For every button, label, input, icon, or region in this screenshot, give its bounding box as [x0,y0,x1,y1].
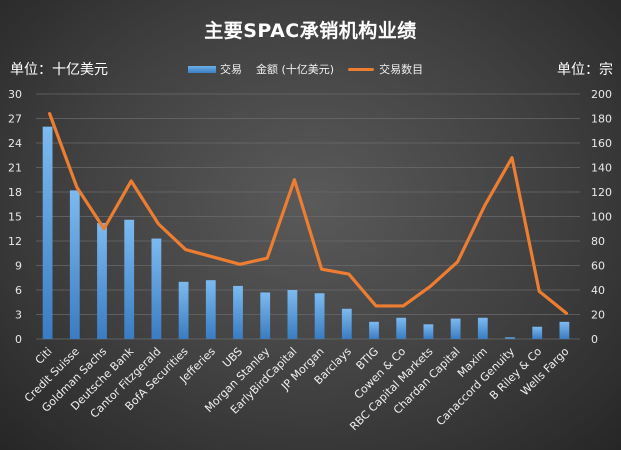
bar [423,324,434,339]
bar [287,290,298,339]
legend-bar-swatch [188,65,216,73]
left-tick-label: 0 [15,333,22,346]
bar [233,285,243,339]
left-tick-label: 30 [8,88,22,101]
deal-count-line [47,111,569,315]
right-tick-label: 140 [591,162,612,175]
bar [97,223,107,339]
bar [477,317,488,339]
right-tick-label: 20 [591,309,605,322]
left-tick-label: 6 [15,284,22,297]
bar [205,280,216,339]
right-tick-label: 160 [591,137,612,150]
right-axis-unit: 单位：宗 [557,62,613,78]
left-tick-label: 24 [8,137,22,150]
gridlines [36,93,580,340]
right-tick-label: 100 [591,211,612,224]
x-tick-label: Citi [33,345,55,367]
bar [42,126,53,340]
left-tick-label: 27 [8,113,22,126]
line-series [47,111,569,315]
left-tick-label: 3 [15,309,22,322]
chart-legend: 交易 金额 (十亿美元) 交易数目 [188,61,423,77]
legend-bar-label-2: 金额 (十亿美元) [256,63,335,76]
left-tick-label: 21 [8,162,22,175]
left-tick-label: 12 [8,235,22,248]
bar [450,318,461,339]
bar [69,190,80,339]
left-axis-ticks: 0 3 6 9 12 15 18 21 24 27 30 [8,88,22,346]
legend-line-label: 交易数目 [379,63,424,76]
left-tick-label: 18 [8,186,22,199]
left-tick-label: 15 [8,211,22,224]
bar [505,337,515,339]
right-tick-label: 120 [591,186,612,199]
right-axis-ticks: 0 20 40 60 80 100 120 140 160 180 200 [591,88,612,346]
bar [260,292,271,339]
right-tick-label: 180 [591,113,612,126]
bar [314,293,325,339]
chart-title: 主要SPAC承销机构业绩 [204,20,417,42]
left-axis-unit: 单位：十亿美元 [10,62,108,78]
right-tick-label: 80 [591,235,605,248]
bar [151,238,162,339]
legend-bar-item: 交易 金额 (十亿美元) [188,61,334,77]
bar [369,321,379,339]
right-tick-label: 60 [591,260,605,273]
bar [341,308,352,339]
right-tick-label: 40 [591,284,605,297]
bar [532,326,543,339]
bar [396,317,407,339]
right-tick-label: 0 [591,333,598,346]
left-tick-label: 9 [15,260,22,273]
legend-bar-label-1: 交易 [220,63,242,76]
right-tick-label: 200 [591,88,612,101]
bar-series [42,126,570,340]
legend-line-item: 交易数目 [348,61,423,77]
bar [559,321,570,339]
bar [178,281,189,339]
legend-line-swatch [348,67,375,71]
bar [124,219,135,339]
